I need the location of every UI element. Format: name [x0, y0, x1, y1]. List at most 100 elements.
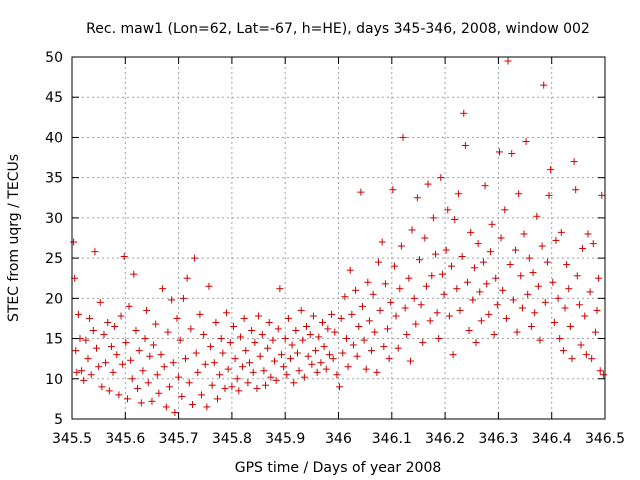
- data-point: [565, 285, 573, 293]
- data-point: [87, 371, 95, 379]
- data-point: [329, 355, 337, 363]
- data-point: [352, 286, 360, 294]
- data-point: [504, 57, 512, 65]
- x-axis-label: GPS time / Days of year 2008: [235, 460, 442, 476]
- data-point: [397, 242, 405, 250]
- data-point: [497, 234, 505, 242]
- data-point: [203, 403, 211, 411]
- x-tick-label: 346: [325, 431, 352, 447]
- data-point: [292, 327, 300, 335]
- data-point: [545, 191, 553, 199]
- data-point: [369, 290, 377, 298]
- data-point: [235, 387, 243, 395]
- data-point: [527, 322, 535, 330]
- data-point: [517, 272, 525, 280]
- data-point: [130, 270, 138, 278]
- data-point: [150, 341, 158, 349]
- data-point: [435, 335, 443, 343]
- data-point: [164, 328, 172, 336]
- data-point: [520, 230, 528, 238]
- y-tick-label: 20: [45, 291, 63, 307]
- data-point: [485, 310, 493, 318]
- data-point: [426, 317, 434, 325]
- data-point: [419, 339, 427, 347]
- data-point: [371, 328, 379, 336]
- data-point: [477, 317, 485, 325]
- data-point: [365, 317, 373, 325]
- data-point: [493, 301, 501, 309]
- data-point: [132, 327, 140, 335]
- data-point: [518, 304, 526, 312]
- data-point: [438, 270, 446, 278]
- data-point: [429, 214, 437, 222]
- data-point: [566, 322, 574, 330]
- data-point: [408, 226, 416, 234]
- data-point: [552, 236, 560, 244]
- x-tick-label: 345.8: [212, 431, 252, 447]
- data-point: [492, 274, 500, 282]
- data-point: [159, 285, 167, 293]
- data-point: [308, 360, 316, 368]
- y-tick-label: 30: [45, 211, 63, 227]
- data-point: [451, 215, 459, 223]
- data-point: [467, 228, 475, 236]
- data-point: [447, 262, 455, 270]
- data-point: [214, 395, 222, 403]
- data-point: [449, 351, 457, 359]
- data-point: [453, 285, 461, 293]
- data-point: [599, 371, 607, 379]
- data-point: [483, 280, 491, 288]
- data-point: [198, 391, 206, 399]
- data-point: [554, 294, 562, 302]
- data-point: [248, 327, 256, 335]
- data-point: [595, 274, 603, 282]
- data-point: [488, 220, 496, 228]
- y-tick-label: 45: [45, 90, 63, 106]
- data-point: [152, 320, 160, 328]
- data-point: [309, 312, 317, 320]
- data-point: [360, 336, 368, 344]
- data-point: [549, 278, 557, 286]
- x-tick-label: 346.2: [425, 431, 465, 447]
- data-point: [561, 304, 569, 312]
- data-point: [336, 383, 344, 391]
- data-point: [98, 383, 106, 391]
- data-point: [224, 365, 232, 373]
- data-point: [78, 367, 86, 375]
- data-point: [256, 352, 264, 360]
- x-tick-label: 345.7: [159, 431, 199, 447]
- data-point: [593, 306, 601, 314]
- data-point: [91, 248, 99, 256]
- data-point: [221, 384, 229, 392]
- data-point: [109, 368, 117, 376]
- data-point: [469, 296, 477, 304]
- data-point: [325, 351, 333, 359]
- data-point: [120, 253, 128, 261]
- data-point: [368, 347, 376, 355]
- data-point: [349, 341, 357, 349]
- data-point: [355, 322, 363, 330]
- data-point: [105, 387, 113, 395]
- data-point: [95, 363, 103, 371]
- data-point: [568, 355, 576, 363]
- data-point: [74, 310, 82, 318]
- data-point: [201, 360, 209, 368]
- data-point: [575, 301, 583, 309]
- data-point: [317, 359, 325, 367]
- data-point: [86, 314, 94, 322]
- x-tick-label: 345.5: [52, 431, 92, 447]
- data-point: [465, 327, 473, 335]
- data-point: [231, 355, 239, 363]
- data-point: [582, 351, 590, 359]
- data-point: [533, 212, 541, 220]
- data-point: [403, 331, 411, 339]
- x-tick-label: 346.1: [372, 431, 412, 447]
- data-point: [559, 347, 567, 355]
- data-point: [490, 331, 498, 339]
- y-tick-label: 15: [45, 332, 63, 348]
- data-point: [137, 399, 145, 407]
- data-point: [540, 81, 548, 89]
- data-point: [299, 336, 307, 344]
- data-point: [536, 336, 544, 344]
- data-point: [274, 325, 282, 333]
